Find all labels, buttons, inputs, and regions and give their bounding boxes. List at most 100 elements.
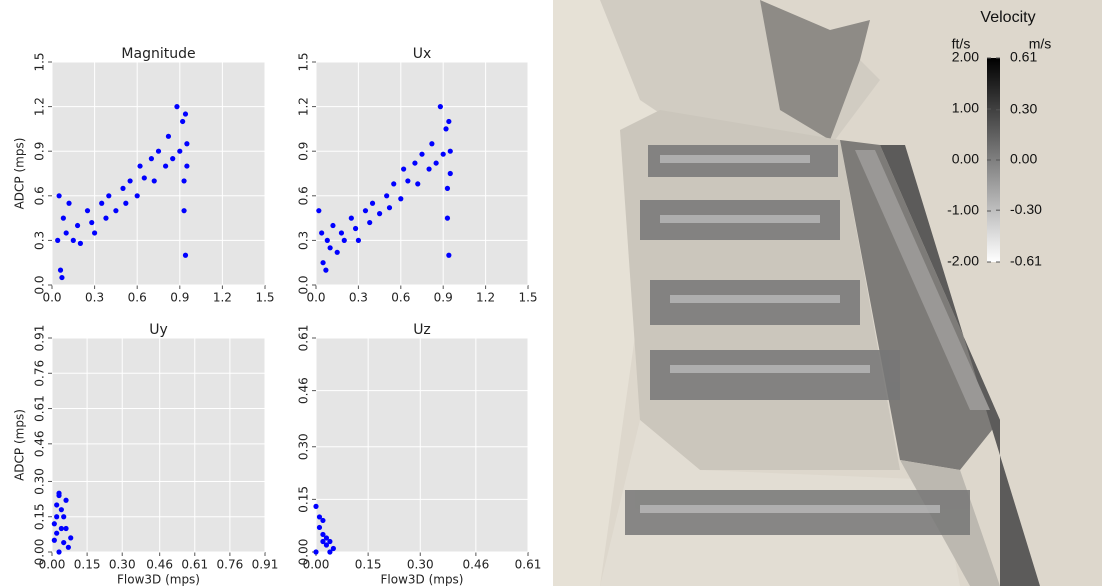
point bbox=[320, 517, 326, 524]
point bbox=[148, 156, 154, 162]
y-tick-label: 0.3 bbox=[297, 231, 311, 250]
point bbox=[415, 181, 421, 187]
x-tick-label: 0.00 bbox=[303, 558, 330, 572]
point bbox=[181, 208, 187, 214]
point bbox=[320, 531, 326, 538]
point bbox=[330, 545, 336, 552]
point bbox=[319, 230, 325, 236]
x-tick-label: 0.15 bbox=[355, 558, 382, 572]
x-tick-label: 0.76 bbox=[217, 558, 244, 572]
x-tick-label: 0.15 bbox=[74, 558, 101, 572]
point bbox=[68, 535, 74, 541]
point bbox=[106, 193, 112, 199]
render-3d bbox=[553, 0, 1102, 586]
colorbar-tick-label: 0.61 bbox=[1010, 49, 1037, 65]
point bbox=[180, 118, 186, 125]
x-tick-label: 0.30 bbox=[109, 558, 136, 572]
y-tick-label: 0.30 bbox=[297, 433, 311, 460]
point bbox=[327, 538, 333, 545]
subplot-title: Ux bbox=[413, 46, 432, 62]
colorbar-unit: m/s bbox=[1029, 36, 1052, 52]
point bbox=[184, 141, 190, 147]
point bbox=[127, 178, 133, 184]
y-tick-label: 1.2 bbox=[33, 97, 47, 116]
plot-area bbox=[52, 338, 265, 552]
colorbar-title: Velocity bbox=[980, 9, 1035, 26]
point bbox=[170, 156, 176, 162]
point bbox=[182, 252, 189, 258]
point bbox=[63, 497, 69, 503]
y-axis-label: ADCP (mps) bbox=[13, 138, 27, 210]
y-tick-label: 0.46 bbox=[33, 430, 47, 457]
y-tick-label: 0.30 bbox=[33, 468, 47, 495]
point bbox=[61, 514, 67, 520]
subplot: 0.00 0.15 0.30 0.46 0.61 0.76 0.91 0.00 0.15 0.30… bbox=[13, 322, 279, 586]
point bbox=[367, 219, 373, 226]
colorbar-tick-label: 1.00 bbox=[952, 100, 979, 116]
y-tick-label: 0.6 bbox=[297, 186, 311, 205]
colorbar-tick-label: 0.00 bbox=[1010, 151, 1037, 167]
point bbox=[58, 525, 64, 532]
point bbox=[412, 160, 418, 166]
y-tick-label: 0.0 bbox=[33, 275, 47, 294]
point bbox=[51, 521, 57, 527]
point bbox=[59, 274, 65, 281]
x-tick-label: 0.00 bbox=[39, 558, 66, 572]
point bbox=[51, 537, 57, 543]
point bbox=[398, 196, 404, 202]
point bbox=[443, 126, 449, 132]
point bbox=[174, 104, 180, 110]
y-tick-label: 0.6 bbox=[33, 186, 47, 205]
point bbox=[54, 514, 60, 520]
point bbox=[89, 219, 95, 226]
point bbox=[113, 208, 119, 214]
y-tick-label: 0.0 bbox=[297, 275, 311, 294]
point bbox=[362, 208, 369, 214]
x-tick-label: 1.2 bbox=[476, 291, 495, 305]
point bbox=[320, 538, 326, 545]
x-tick-label: 0.91 bbox=[252, 558, 279, 572]
y-tick-label: 0.9 bbox=[297, 142, 311, 161]
subplot: 0.0 0.3 0.6 0.9 1.2 1.5 0.0 0.3 0.6 0.9 1.2 1.5 Ux bbox=[297, 46, 538, 305]
x-tick-label: 0.0 bbox=[42, 291, 61, 305]
point bbox=[320, 260, 326, 266]
colorbar-tick-label: 2.00 bbox=[952, 49, 979, 65]
point bbox=[58, 507, 64, 513]
point bbox=[99, 200, 105, 206]
point bbox=[74, 222, 81, 229]
point bbox=[141, 175, 147, 181]
subplot-title: Uy bbox=[149, 322, 168, 338]
point bbox=[92, 230, 98, 236]
point bbox=[57, 267, 64, 273]
colorbar-tick-label: 0.30 bbox=[1010, 101, 1037, 117]
point bbox=[324, 237, 330, 243]
y-axis-label: ADCP (mps) bbox=[13, 409, 27, 481]
x-tick-label: 0.9 bbox=[434, 291, 453, 305]
point bbox=[401, 166, 407, 172]
point bbox=[419, 151, 425, 157]
point bbox=[65, 544, 71, 550]
point bbox=[433, 160, 439, 166]
point bbox=[338, 230, 345, 236]
y-tick-label: 0.61 bbox=[33, 395, 47, 422]
subplot-title: Uz bbox=[413, 322, 431, 338]
colorbar-tick-label: -1.00 bbox=[947, 202, 979, 218]
point bbox=[151, 178, 157, 184]
plot-area bbox=[316, 338, 528, 552]
x-tick-label: 0.6 bbox=[391, 291, 410, 305]
point bbox=[55, 237, 61, 243]
point bbox=[426, 166, 432, 172]
point bbox=[327, 549, 333, 555]
point bbox=[437, 104, 443, 110]
plot-area bbox=[52, 62, 265, 285]
point bbox=[165, 133, 172, 139]
point bbox=[323, 535, 330, 541]
point bbox=[352, 225, 359, 232]
point bbox=[429, 141, 435, 147]
point bbox=[54, 530, 60, 536]
point bbox=[313, 503, 319, 509]
point bbox=[447, 170, 453, 177]
point bbox=[444, 185, 451, 191]
colorbar-tick-label: -0.30 bbox=[1010, 201, 1042, 217]
point bbox=[316, 208, 322, 214]
